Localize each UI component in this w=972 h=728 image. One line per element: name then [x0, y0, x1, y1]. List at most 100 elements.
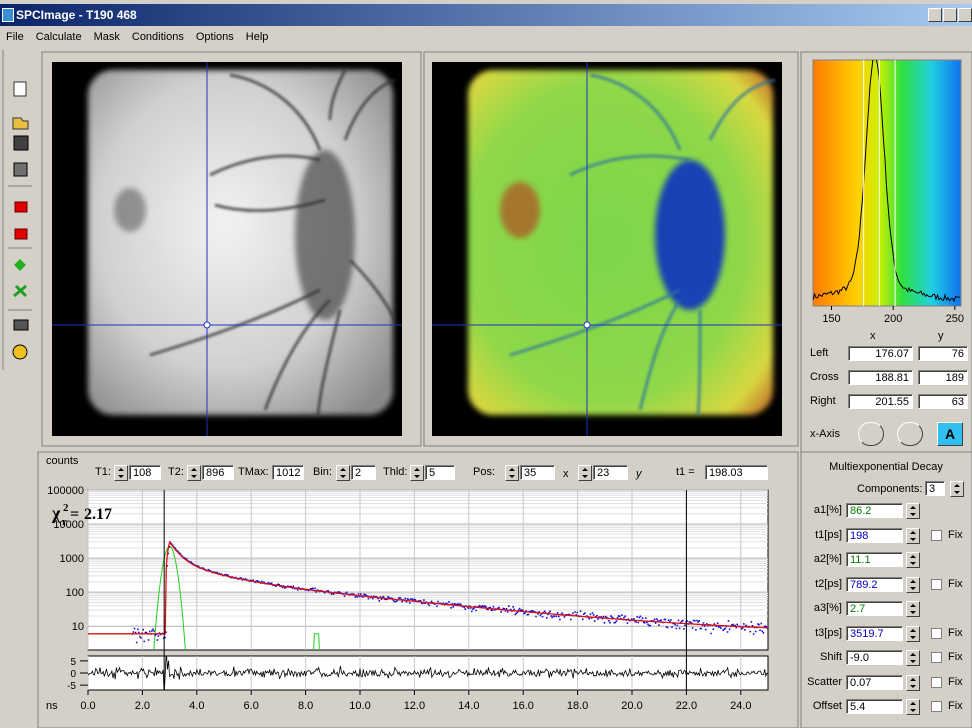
auto-button[interactable]: A [937, 422, 963, 446]
param-input[interactable]: 2.7 [846, 601, 903, 616]
x-tick-label: 18.0 [567, 700, 588, 712]
row-label: Left [810, 347, 828, 359]
fix-checkbox[interactable] [931, 677, 942, 688]
components-input[interactable]: 3 [925, 481, 945, 496]
camera-button[interactable] [14, 320, 28, 330]
cancel-button[interactable] [14, 286, 26, 296]
x-tick-label: 12.0 [404, 700, 425, 712]
spinner[interactable] [950, 481, 964, 497]
param-label: a1[%] [800, 504, 842, 516]
spinner[interactable] [906, 577, 920, 593]
fix-checkbox[interactable] [931, 652, 942, 663]
residual-tick-label: 5 [70, 657, 76, 668]
x-axis-label: ns [46, 700, 58, 712]
param-label: Offset [800, 700, 842, 712]
control-label: Bin: [313, 466, 332, 478]
x-tick-label: 14.0 [458, 700, 479, 712]
x-tick-label: 0.0 [80, 700, 95, 712]
row-label: Right [810, 395, 836, 407]
fix-checkbox[interactable] [931, 628, 942, 639]
spinner[interactable] [114, 465, 128, 481]
fix-label: Fix [948, 578, 963, 590]
fix-label: Fix [948, 676, 963, 688]
param-input[interactable]: 3519.7 [846, 626, 903, 641]
spinner[interactable] [906, 699, 920, 715]
param-input[interactable]: 5.4 [846, 699, 903, 714]
y-value[interactable]: 189 [918, 370, 968, 385]
spinner[interactable] [906, 626, 920, 642]
residual-tick-label: -5 [67, 681, 76, 692]
spinner[interactable] [906, 601, 920, 617]
fix-checkbox[interactable] [931, 530, 942, 541]
pos-x-input[interactable]: 35 [520, 465, 555, 480]
control-label: Thld: [383, 466, 407, 478]
save-button[interactable] [14, 136, 28, 150]
tmax-input[interactable]: 1012 [272, 465, 304, 480]
forward-button[interactable] [14, 259, 26, 271]
help-button[interactable] [13, 345, 27, 359]
new-button[interactable] [14, 82, 26, 96]
chi-value: 2.17 [84, 506, 112, 523]
x-tick-label: 20.0 [621, 700, 642, 712]
fix-label: Fix [948, 627, 963, 639]
param-input[interactable]: -9.0 [846, 650, 903, 665]
unlock-button[interactable] [15, 229, 27, 239]
param-input[interactable]: 789.2 [846, 577, 903, 592]
spinner[interactable] [336, 465, 350, 481]
toolbar [3, 50, 32, 370]
x-tick-label: 6.0 [244, 700, 259, 712]
lock-button[interactable] [15, 202, 27, 212]
app-window: SPCImage - T190 468 FileCalculateMaskCon… [0, 0, 972, 728]
x-value[interactable]: 176.07 [848, 346, 913, 361]
t1-input[interactable]: 108 [129, 465, 161, 480]
param-label: Scatter [800, 676, 842, 688]
y-tick-label: 10 [72, 621, 84, 633]
y-value[interactable]: 63 [918, 394, 968, 409]
spinner[interactable] [505, 465, 519, 481]
param-input[interactable]: 86.2 [846, 503, 903, 518]
fit-title: Multiexponential Decay [829, 461, 943, 473]
chi-superscript: 2 [63, 502, 69, 514]
spinner[interactable] [906, 675, 920, 691]
spinner[interactable] [578, 465, 592, 481]
open-button[interactable] [13, 118, 28, 129]
y-tick-label: 100 [66, 587, 84, 599]
bin-input[interactable]: 2 [351, 465, 376, 480]
x-tick-label: 10.0 [349, 700, 370, 712]
copy-button[interactable] [14, 163, 27, 176]
spinner[interactable] [906, 650, 920, 666]
control-label: x [563, 468, 569, 480]
graphics: 101001000100001000000.02.04.06.08.010.01… [0, 0, 972, 728]
zoom-out-button[interactable] [897, 422, 923, 446]
spinner[interactable] [187, 465, 201, 481]
t2-input[interactable]: 896 [202, 465, 234, 480]
lifetime-image[interactable] [432, 62, 782, 436]
fix-checkbox[interactable] [931, 701, 942, 712]
x-value[interactable]: 188.81 [848, 370, 913, 385]
param-label: t2[ps] [800, 578, 842, 590]
x-value[interactable]: 201.55 [848, 394, 913, 409]
t1-value: 198.03 [705, 465, 768, 480]
histogram-plot [813, 60, 961, 306]
pos-y-input[interactable]: 23 [593, 465, 628, 480]
intensity-image[interactable] [52, 62, 402, 436]
spinner[interactable] [906, 503, 920, 519]
x-tick-label: 200 [884, 313, 902, 325]
param-input[interactable]: 198 [846, 528, 903, 543]
thld-input[interactable]: 5 [425, 465, 455, 480]
column-header: x [870, 330, 876, 342]
spinner[interactable] [410, 465, 424, 481]
chi-symbol: χ [51, 503, 61, 523]
spinner[interactable] [906, 528, 920, 544]
x-tick-label: 8.0 [298, 700, 313, 712]
y-value[interactable]: 76 [918, 346, 968, 361]
param-input[interactable]: 11.1 [846, 552, 903, 567]
x-tick-label: 2.0 [135, 700, 150, 712]
fix-checkbox[interactable] [931, 579, 942, 590]
param-input[interactable]: 0.07 [846, 675, 903, 690]
chi-equals: = [70, 506, 79, 523]
spinner[interactable] [906, 552, 920, 568]
y-tick-label: 1000 [60, 553, 84, 565]
zoom-in-button[interactable] [858, 422, 884, 446]
param-label: a3[%] [800, 602, 842, 614]
